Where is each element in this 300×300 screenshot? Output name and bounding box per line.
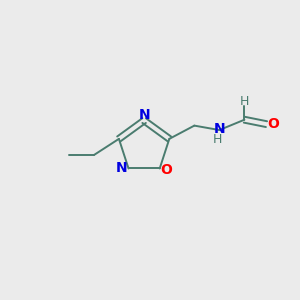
- Text: H: H: [240, 95, 249, 108]
- Text: O: O: [267, 117, 279, 131]
- Text: N: N: [116, 161, 128, 176]
- Text: H: H: [213, 133, 223, 146]
- Text: O: O: [160, 163, 172, 177]
- Text: N: N: [214, 122, 225, 136]
- Text: N: N: [138, 108, 150, 122]
